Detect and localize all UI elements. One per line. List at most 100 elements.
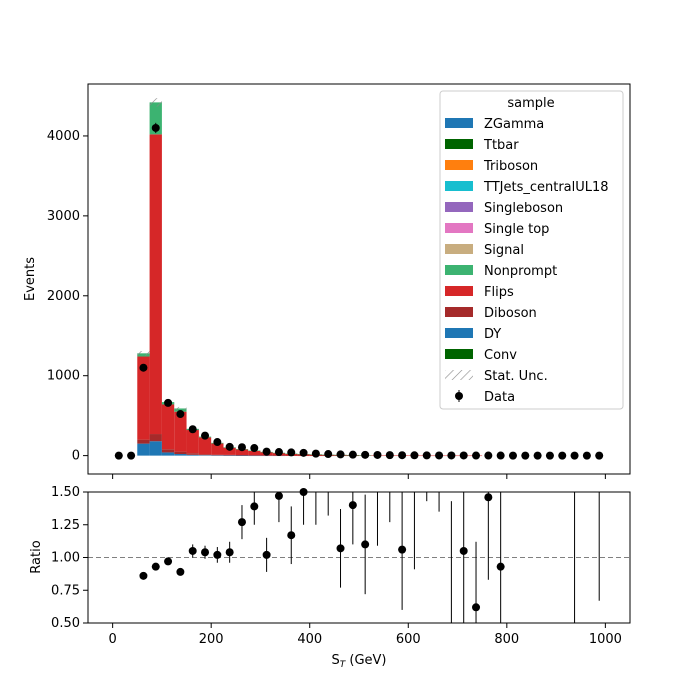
data-point-26 [435, 451, 444, 460]
data-point-33 [521, 451, 530, 460]
ratio-ytick-label-1.25: 1.25 [51, 518, 80, 533]
data-point-11 [250, 444, 259, 453]
bar-diboson-10 [235, 455, 249, 456]
data-point-1 [127, 451, 136, 460]
data-point-14 [287, 448, 296, 457]
ratio-point-1 [151, 562, 160, 571]
legend-label-diboson: Diboson [484, 306, 537, 321]
data-point-5 [176, 410, 185, 419]
ratio-point-11 [274, 491, 283, 500]
data-point-22 [385, 451, 394, 460]
data-point-9 [225, 442, 234, 451]
bar-dy-11 [248, 455, 261, 457]
legend-label-ttbar: Ttbar [483, 138, 519, 153]
legend-swatch-dy [445, 328, 473, 338]
legend-label-conv: Conv [484, 348, 517, 363]
ratio-ylabel: Ratio [29, 540, 44, 573]
data-point-3 [151, 123, 160, 132]
data-point-32 [508, 451, 517, 460]
data-point-35 [545, 451, 554, 460]
data-point-8 [213, 438, 222, 447]
bar-flips-2 [137, 356, 150, 440]
legend-swatch-nonprompt [445, 265, 473, 275]
ratio-point-0 [139, 571, 148, 580]
data-point-18 [336, 450, 345, 459]
bar-dy-5 [174, 454, 187, 456]
data-point-17 [324, 450, 333, 459]
bar-diboson-11 [248, 455, 261, 456]
data-points [114, 122, 604, 460]
legend-swatch-stat-unc- [445, 370, 473, 380]
stat-unc-band-3 [149, 98, 162, 107]
bar-flips-4 [161, 404, 175, 450]
legend-swatch-flips [445, 286, 473, 296]
legend-label-dy: DY [484, 327, 501, 342]
legend: sample ZGamma Ttbar Triboson TTJets_central… [439, 90, 624, 410]
data-point-24 [410, 451, 419, 460]
ratio-point-4 [188, 546, 197, 555]
data-point-7 [201, 431, 210, 440]
legend-swatch-zgamma [445, 118, 473, 128]
stat-unc-band-5 [174, 406, 187, 411]
bar-dy-8 [211, 455, 224, 456]
ratio-point-7 [225, 548, 234, 557]
legend-swatch-singleboson [445, 202, 473, 212]
ratio-ytick-label-0.5: 0.50 [51, 616, 80, 631]
ratio-point-8 [237, 518, 246, 527]
legend-label-triboson: Triboson [483, 159, 538, 174]
legend-swatch-conv [445, 349, 473, 359]
main-ytick-label-2000: 2000 [47, 289, 80, 304]
legend-swatch-signal [445, 244, 473, 254]
data-point-2 [139, 363, 148, 372]
ratio-point-10 [262, 550, 271, 559]
ratio-xtick-label-400: 400 [297, 632, 322, 647]
ratio-point-5 [201, 548, 210, 557]
ratio-point-17 [398, 545, 407, 554]
legend-title: sample [507, 96, 554, 111]
ratio-axes: 0.50 0.75 1.00 1.25 1.50 0 200 400 600 800 1000 [51, 485, 622, 647]
ratio-ytick-label-1: 1.00 [51, 551, 80, 566]
legend-swatch-ttjets-centralul18 [445, 181, 473, 191]
ratio-points [88, 488, 630, 623]
main-ytick-label-3000: 3000 [47, 209, 80, 224]
data-point-21 [373, 450, 382, 459]
ratio-point-9 [250, 502, 259, 511]
data-point-0 [114, 451, 123, 460]
bar-diboson-5 [174, 451, 187, 455]
xlabel-units: (GeV) [345, 653, 386, 668]
ratio-ytick-label-0.75: 0.75 [51, 583, 80, 598]
legend-frame [439, 90, 624, 410]
ratio-ytick-label-1.5: 1.50 [51, 485, 80, 500]
data-point-39 [595, 451, 604, 460]
legend-label-stat-unc-: Stat. Unc. [484, 369, 548, 384]
legend-label-single-top: Single top [484, 222, 549, 237]
data-point-4 [164, 398, 173, 407]
data-point-15 [299, 448, 308, 457]
data-point-6 [188, 425, 197, 434]
legend-label-zgamma: ZGamma [484, 117, 544, 132]
main-ytick-label-4000: 4000 [47, 129, 80, 144]
bar-dy-9 [223, 455, 236, 456]
bar-flips-10 [235, 449, 249, 456]
bar-diboson-3 [149, 434, 162, 442]
ratio-point-18 [459, 546, 468, 555]
main-ytick-label-0: 0 [72, 449, 80, 464]
ratio-point-12 [287, 531, 296, 540]
data-point-29 [472, 451, 481, 460]
legend-swatch-single-top [445, 223, 473, 233]
main-ylabel: Events [23, 257, 38, 301]
bar-diboson-2 [137, 439, 150, 444]
ratio-xtick-label-800: 800 [494, 632, 519, 647]
ratio-xtick-label-600: 600 [396, 632, 421, 647]
ratio-point-3 [176, 567, 185, 576]
bar-dy-2 [137, 443, 150, 456]
ratio-xtick-label-200: 200 [199, 632, 224, 647]
ratio-point-6 [213, 550, 222, 559]
bar-diboson-6 [186, 453, 199, 455]
data-point-34 [533, 451, 542, 460]
ratio-xlabel: ST (GeV) [331, 653, 386, 670]
bar-flips-11 [248, 450, 261, 456]
data-point-13 [274, 448, 283, 457]
bar-flips-7 [198, 437, 212, 455]
